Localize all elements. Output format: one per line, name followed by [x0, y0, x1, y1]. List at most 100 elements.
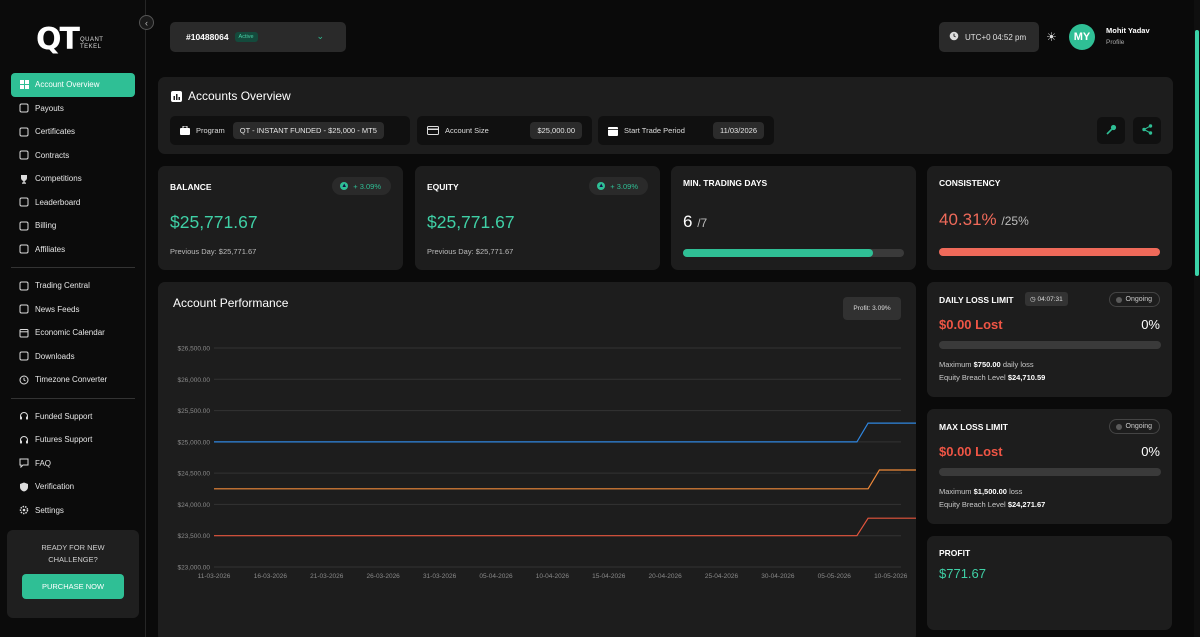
x-tick-label: 16-03-2026: [254, 573, 288, 580]
y-tick-label: $24,500.00: [177, 471, 210, 478]
equity-value: $25,771.67: [427, 212, 515, 232]
calendar-icon: [19, 328, 29, 338]
sidebar-item-leaderboard[interactable]: Leaderboard: [11, 191, 135, 215]
sidebar-item-certificates[interactable]: Certificates: [11, 120, 135, 144]
y-tick-label: $24,000.00: [177, 502, 210, 509]
user-profile-link[interactable]: Profile: [1106, 39, 1125, 46]
trading-days-progress-fill: [683, 249, 874, 257]
nav-divider: [11, 267, 135, 268]
sidebar-item-futures-support[interactable]: Futures Support: [11, 428, 135, 452]
credentials-button[interactable]: [1097, 117, 1125, 144]
daily-loss-max: Maximum $750.00 daily loss: [939, 360, 1034, 369]
collapse-sidebar-button[interactable]: ‹: [139, 15, 154, 30]
brand-logo[interactable]: QT QUANT TEKEL: [36, 22, 103, 57]
y-tick-label: $26,500.00: [177, 346, 210, 353]
profit-tag: Profit: 3.09%: [843, 297, 901, 320]
sidebar-item-news-feeds[interactable]: News Feeds: [11, 298, 135, 322]
sidebar-item-payouts[interactable]: Payouts: [11, 97, 135, 121]
certificate-icon: [19, 127, 29, 137]
x-tick-label: 05-05-2026: [818, 573, 852, 580]
leaderboard-icon: [19, 197, 29, 207]
arrow-up-icon: ▲: [340, 182, 349, 190]
sidebar-item-trading-central[interactable]: Trading Central: [11, 274, 135, 298]
purchase-now-button[interactable]: PURCHASE NOW: [22, 574, 124, 599]
profit-card: PROFIT $771.67: [927, 536, 1172, 630]
daily-loss-title: DAILY LOSS LIMIT: [939, 295, 1014, 305]
clock-icon: [949, 31, 959, 43]
share-button[interactable]: [1133, 117, 1161, 144]
max-loss-breach: Equity Breach Level $24,271.67: [939, 500, 1046, 509]
daily-loss-breach: Equity Breach Level $24,710.59: [939, 373, 1046, 382]
clock-icon: ◷: [1030, 296, 1036, 303]
performance-chart[interactable]: $26,500.00 $26,000.00 $25,500.00 $25,000.00…: [158, 332, 916, 637]
trophy-icon: [19, 174, 29, 184]
clock-time: UTC+0 04:52 pm: [965, 32, 1027, 42]
y-tick-label: $23,500.00: [177, 533, 210, 540]
status-dot-icon: [1115, 296, 1122, 303]
timezone-clock[interactable]: UTC+0 04:52 pm: [939, 22, 1039, 52]
sidebar-item-billing[interactable]: Billing: [11, 214, 135, 238]
sidebar-item-verification[interactable]: Verification: [11, 475, 135, 499]
calendar-icon: [608, 126, 618, 136]
x-tick-label: 30-04-2026: [761, 573, 795, 580]
sidebar-item-label: Account Overview: [35, 80, 100, 90]
account-selector[interactable]: #10488064 Active ⌄: [170, 22, 346, 52]
logo-mark: QT: [36, 22, 80, 57]
sidebar-item-competitions[interactable]: Competitions: [11, 167, 135, 191]
card-icon: [427, 126, 439, 135]
sidebar-item-label: FAQ: [35, 458, 52, 468]
consistency-progress-fill: [939, 248, 1160, 256]
balance-label: BALANCE: [170, 182, 212, 192]
contract-icon: [19, 150, 29, 160]
sidebar-item-label: Contracts: [35, 150, 70, 160]
profit-label: PROFIT: [939, 548, 971, 558]
status-badge: Active: [234, 32, 258, 42]
theme-toggle-sun-icon[interactable]: ☀: [1046, 30, 1057, 44]
x-tick-label: 25-04-2026: [705, 573, 739, 580]
user-name[interactable]: Mohit Yadav: [1106, 26, 1150, 35]
max-loss-card: MAX LOSS LIMIT Ongoing $0.00 Lost 0% Max…: [927, 409, 1172, 524]
balance-value: $25,771.67: [170, 212, 258, 232]
sidebar-item-label: Billing: [35, 221, 57, 231]
sidebar-item-label: Payouts: [35, 103, 64, 113]
gear-icon: [19, 505, 29, 515]
sidebar-item-faq[interactable]: FAQ: [11, 452, 135, 476]
briefcase-icon: [180, 126, 190, 135]
sidebar-item-settings[interactable]: Settings: [11, 499, 135, 523]
accounts-overview-panel: Accounts Overview Program QT - INSTANT F…: [158, 77, 1173, 154]
max-loss-percent: 0%: [1141, 444, 1160, 459]
program-label: Program: [196, 126, 225, 135]
program-chip: Program QT - INSTANT FUNDED - $25,000 - …: [170, 116, 410, 145]
shield-icon: [19, 482, 29, 492]
trading-days-value: 6 /7: [683, 212, 708, 231]
sidebar-item-affiliates[interactable]: Affiliates: [11, 238, 135, 262]
y-tick-label: $25,000.00: [177, 439, 210, 446]
sidebar-item-downloads[interactable]: Downloads: [11, 345, 135, 369]
sidebar-item-funded-support[interactable]: Funded Support: [11, 405, 135, 429]
nav-divider: [11, 397, 135, 399]
account-size-chip: Account Size $25,000.00: [417, 116, 592, 145]
trading-days-label: MIN. TRADING DAYS: [683, 178, 768, 188]
download-icon: [19, 351, 29, 361]
chart-icon: [19, 281, 29, 291]
sidebar-item-label: Downloads: [35, 351, 75, 361]
sidebar-item-economic-calendar[interactable]: Economic Calendar: [11, 321, 135, 345]
sidebar: QT QUANT TEKEL Account Overview Payouts Cer…: [0, 0, 146, 637]
logo-subtitle: QUANT TEKEL: [79, 36, 104, 50]
sidebar-item-contracts[interactable]: Contracts: [11, 144, 135, 168]
arrow-up-icon: ▲: [597, 182, 606, 190]
avatar[interactable]: MY: [1069, 24, 1095, 50]
consistency-progress: [939, 248, 1160, 256]
series-line-1: [214, 422, 916, 443]
daily-loss-lost: $0.00 Lost: [939, 317, 1003, 332]
sidebar-item-timezone-converter[interactable]: Timezone Converter: [11, 368, 135, 392]
max-loss-lost: $0.00 Lost: [939, 444, 1003, 459]
sidebar-item-account-overview[interactable]: Account Overview: [11, 73, 135, 97]
scrollbar-track[interactable]: [1194, 0, 1200, 637]
daily-loss-progress: [939, 341, 1161, 349]
sidebar-item-label: News Feeds: [35, 304, 80, 314]
sidebar-item-label: Funded Support: [35, 411, 93, 421]
series-line-2: [214, 469, 916, 490]
sidebar-item-label: Affiliates: [35, 244, 66, 254]
scrollbar-thumb[interactable]: [1195, 30, 1199, 276]
